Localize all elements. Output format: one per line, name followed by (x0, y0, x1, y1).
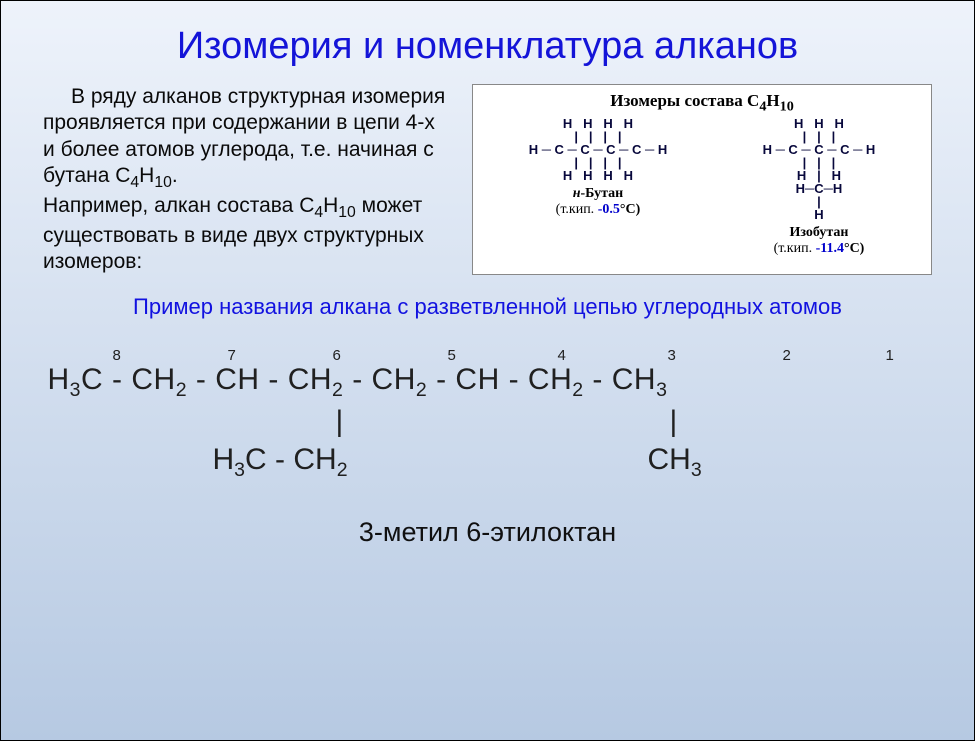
isobox-title-a: Изомеры состава C (610, 91, 759, 110)
isobutane-bp-val: -11.4 (816, 241, 844, 256)
para-l2: H (139, 164, 154, 187)
isomer-box: Изомеры состава C4H10 H H H H | | | | H … (472, 84, 932, 275)
carbon-number-8: 8 (113, 347, 121, 364)
main-chain: H3C - CH2 - CH - CH2 - CH2 - CH - CH2 - … (48, 363, 668, 402)
nbutane-bp-label: (т.кип. (556, 202, 598, 217)
para-l4: Например, алкан состава C (43, 194, 314, 217)
isobutane-molecule: H H H | | | H ─ C ─ C ─ C ─ H | | | H | … (763, 117, 876, 221)
carbon-number-4: 4 (558, 347, 566, 364)
nbutane-bp-unit: °C) (620, 202, 640, 217)
chain-diagram: H3C - CH2 - CH - CH2 - CH2 - CH - CH2 - … (48, 341, 928, 511)
isobox-title-sub2: 10 (780, 98, 794, 114)
subheading: Пример названия алкана с разветвленной ц… (1, 293, 974, 321)
isobutane-bp-unit: °C) (844, 241, 864, 256)
bond-right: | (670, 405, 678, 439)
para-sub4: 10 (338, 204, 356, 221)
nbutane-prefix: н (573, 186, 581, 201)
carbon-number-1: 1 (886, 347, 894, 364)
slide-title: Изомерия и номенклатура алканов (1, 1, 974, 76)
isobutane-block: H H H | | | H ─ C ─ C ─ C ─ H | | | H | … (763, 117, 876, 257)
branch-ethyl: H3C - CH2 (213, 443, 348, 482)
para-l1: В ряду алканов структурная изомерия проя… (43, 85, 445, 187)
nbutane-molecule: H H H H | | | | H ─ C ─ C ─ C ─ C ─ H | … (529, 117, 668, 182)
isobox-title-b: H (766, 91, 779, 110)
compound-name: 3-метил 6-этилоктан (1, 517, 974, 548)
branch-methyl: CH3 (648, 443, 702, 482)
carbon-number-6: 6 (333, 347, 341, 364)
paragraph: В ряду алканов структурная изомерия проя… (43, 84, 448, 275)
nbutane-bp-val: -0.5 (598, 202, 620, 217)
nbutane-caption: н-Бутан (т.кип. -0.5°C) (529, 186, 668, 218)
isobox-title: Изомеры состава C4H10 (481, 91, 923, 115)
para-sub1: 4 (130, 174, 139, 191)
carbon-number-5: 5 (448, 347, 456, 364)
bond-left: | (336, 405, 344, 439)
carbon-number-7: 7 (228, 347, 236, 364)
carbon-number-3: 3 (668, 347, 676, 364)
para-l3: . (172, 164, 178, 187)
para-sub2: 10 (154, 174, 172, 191)
para-l5: H (323, 194, 338, 217)
isobutane-name: Изобутан (789, 225, 848, 240)
para-sub3: 4 (314, 204, 323, 221)
top-row: В ряду алканов структурная изомерия проя… (1, 76, 974, 275)
nbutane-block: H H H H | | | | H ─ C ─ C ─ C ─ C ─ H | … (529, 117, 668, 218)
isobutane-bp-label: (т.кип. (774, 241, 816, 256)
nbutane-name: -Бутан (581, 186, 624, 201)
carbon-number-2: 2 (783, 347, 791, 364)
isobutane-caption: Изобутан (т.кип. -11.4°C) (763, 225, 876, 257)
iso-diagrams: H H H H | | | | H ─ C ─ C ─ C ─ C ─ H | … (481, 117, 923, 257)
